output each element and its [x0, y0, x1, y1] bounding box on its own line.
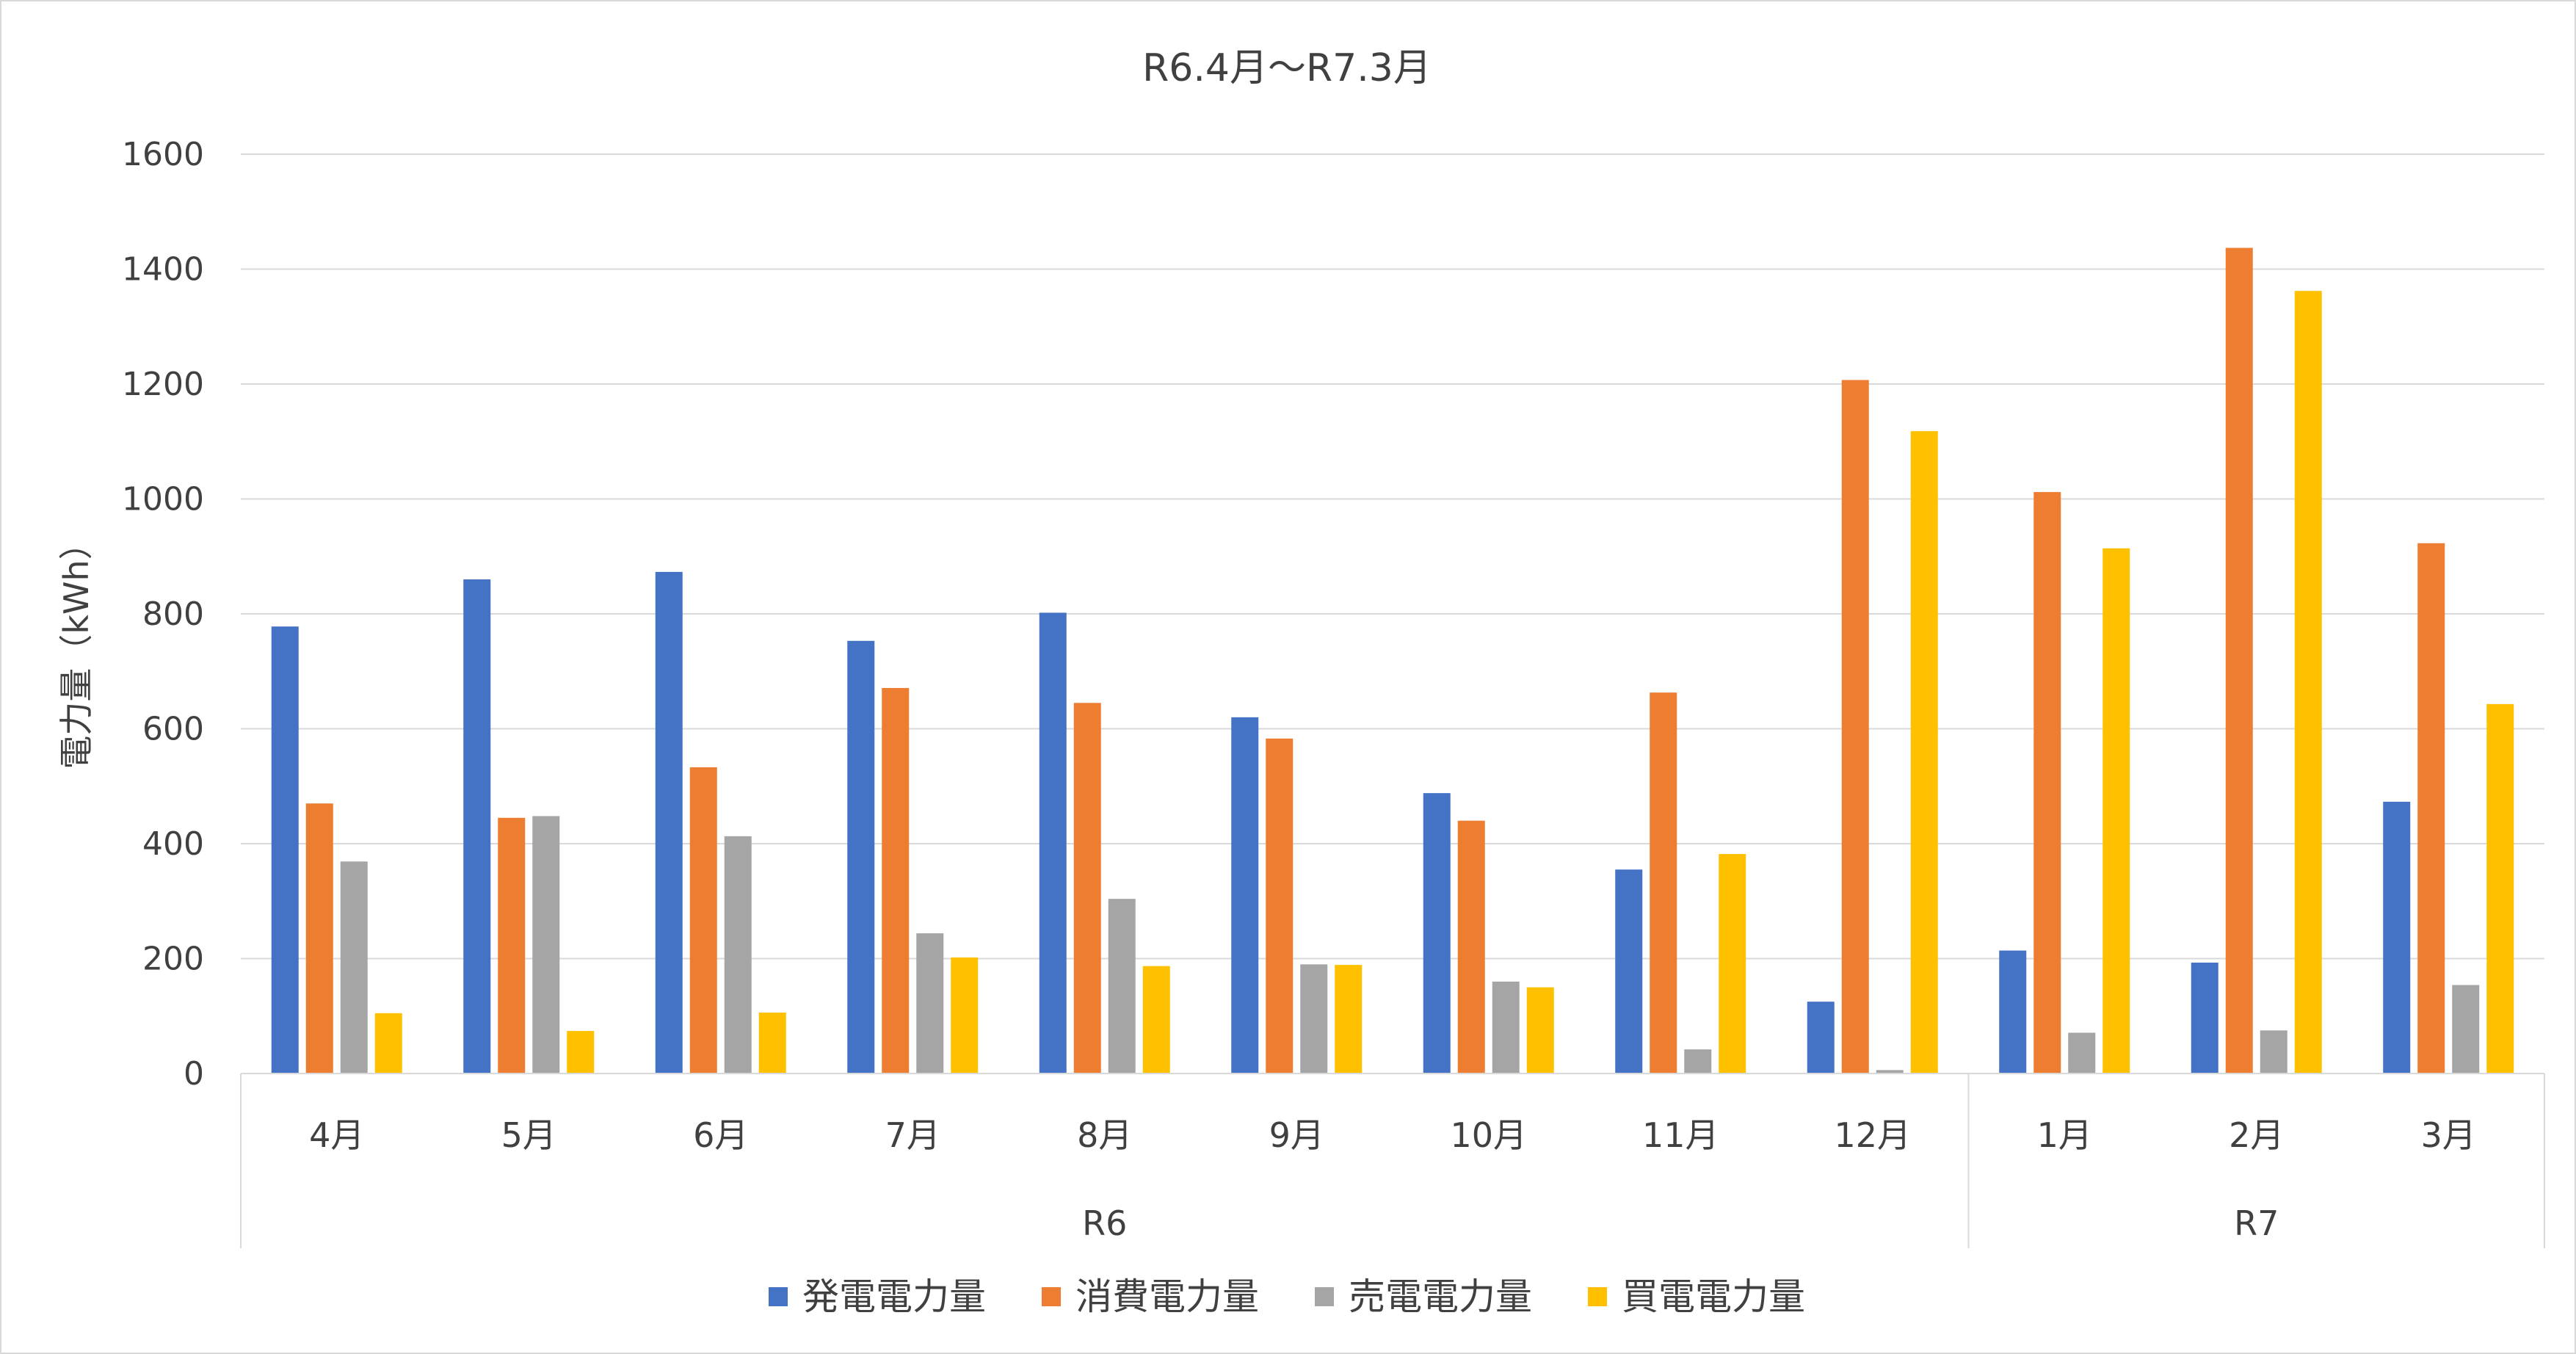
bars: [271, 247, 2514, 1074]
legend-item: 売電電力量: [1315, 1275, 1532, 1318]
bar: [2068, 1032, 2096, 1074]
bar: [1073, 703, 1101, 1074]
legend-label: 売電電力量: [1349, 1275, 1532, 1318]
bar: [724, 836, 752, 1074]
bar: [532, 816, 560, 1074]
legend-swatch: [1315, 1287, 1334, 1306]
x-tick-label: 3月: [2421, 1115, 2476, 1155]
bar: [2260, 1030, 2287, 1074]
bar: [1266, 738, 1294, 1074]
bar: [1457, 820, 1485, 1074]
bar: [2383, 801, 2411, 1074]
bar: [498, 817, 526, 1074]
bar: [1841, 380, 1869, 1074]
bar: [2417, 543, 2445, 1074]
bar: [916, 933, 944, 1074]
bar: [1108, 899, 1136, 1074]
y-tick-label: 200: [142, 941, 204, 978]
x-tick-label: 11月: [1642, 1115, 1719, 1155]
series-2: [340, 816, 2480, 1074]
bar: [1650, 692, 1677, 1074]
bar: [882, 687, 910, 1074]
bar: [1142, 966, 1170, 1074]
legend-label: 消費電力量: [1075, 1275, 1259, 1318]
series-3: [374, 291, 2514, 1074]
bar: [374, 1013, 402, 1074]
y-tick-label: 0: [184, 1055, 204, 1093]
x-tick-label: 6月: [693, 1115, 748, 1155]
x-tick-label: 9月: [1269, 1115, 1324, 1155]
bar: [689, 767, 717, 1074]
bar: [1300, 964, 1328, 1074]
legend-swatch: [1042, 1287, 1061, 1306]
x-tick-label: 2月: [2229, 1115, 2284, 1155]
bar: [567, 1031, 595, 1074]
bar: [1039, 612, 1067, 1074]
group-label: R7: [2234, 1203, 2279, 1243]
y-tick-label: 600: [142, 711, 204, 748]
bar: [2225, 247, 2253, 1074]
y-tick-label: 1200: [122, 366, 204, 403]
bar: [1615, 869, 1643, 1074]
bar: [1807, 1002, 1835, 1074]
x-tick-label: 1月: [2037, 1115, 2092, 1155]
legend-item: 発電電力量: [769, 1275, 986, 1318]
bar: [2191, 962, 2218, 1074]
bar: [847, 640, 875, 1074]
bar: [2294, 291, 2322, 1074]
legend-item: 消費電力量: [1042, 1275, 1259, 1318]
bar: [1492, 981, 1520, 1074]
bar: [1876, 1070, 1904, 1074]
y-tick-label: 1600: [122, 136, 204, 173]
bar: [1999, 950, 2027, 1074]
bar: [1684, 1049, 1712, 1074]
bar: [463, 579, 491, 1074]
legend: 発電電力量 消費電力量 売電電力量 買電電力量: [769, 1275, 1805, 1318]
bar: [2033, 492, 2061, 1074]
y-tick-label: 1000: [122, 481, 204, 518]
group-label: R6: [1082, 1203, 1127, 1243]
x-tick-label: 5月: [501, 1115, 556, 1155]
x-tick-label: 4月: [309, 1115, 364, 1155]
series-1: [305, 247, 2445, 1074]
series-0: [271, 571, 2411, 1074]
bar: [271, 626, 299, 1074]
x-axis: 4月 5月 6月 7月 8月 9月 10月 11月 12月 1月 2月 3月 R6 R7: [240, 1073, 2545, 1248]
bar: [1910, 431, 1938, 1074]
bar: [758, 1013, 786, 1074]
legend-swatch: [1588, 1287, 1607, 1306]
y-tick-label: 800: [142, 595, 204, 633]
bar: [340, 861, 368, 1074]
chart-title: R6.4月～R7.3月: [1142, 46, 1432, 90]
y-axis-title: 電力量（kWh）: [57, 526, 96, 769]
y-axis-ticks: 0 200 400 600 800 1000 1200 1400 1600: [122, 136, 204, 1093]
bar: [1719, 854, 1746, 1074]
legend-swatch: [769, 1287, 788, 1306]
x-tick-label: 7月: [885, 1115, 940, 1155]
x-tick-label: 12月: [1834, 1115, 1911, 1155]
y-tick-label: 1400: [122, 251, 204, 289]
bar: [305, 803, 333, 1074]
x-tick-label: 10月: [1450, 1115, 1527, 1155]
bar: [1231, 717, 1259, 1074]
x-tick-label: 8月: [1077, 1115, 1132, 1155]
legend-label: 買電電力量: [1622, 1275, 1805, 1318]
bar: [655, 571, 683, 1074]
bar: [2102, 548, 2130, 1074]
gridlines: [241, 153, 2544, 960]
bar: [1335, 965, 1363, 1074]
bar: [2486, 703, 2514, 1074]
legend-label: 発電電力量: [802, 1275, 986, 1318]
legend-item: 買電電力量: [1588, 1275, 1805, 1318]
bar: [1526, 987, 1554, 1074]
bar: [951, 957, 979, 1074]
bar: [1423, 793, 1451, 1074]
bar: [2452, 985, 2480, 1074]
y-tick-label: 400: [142, 825, 204, 863]
